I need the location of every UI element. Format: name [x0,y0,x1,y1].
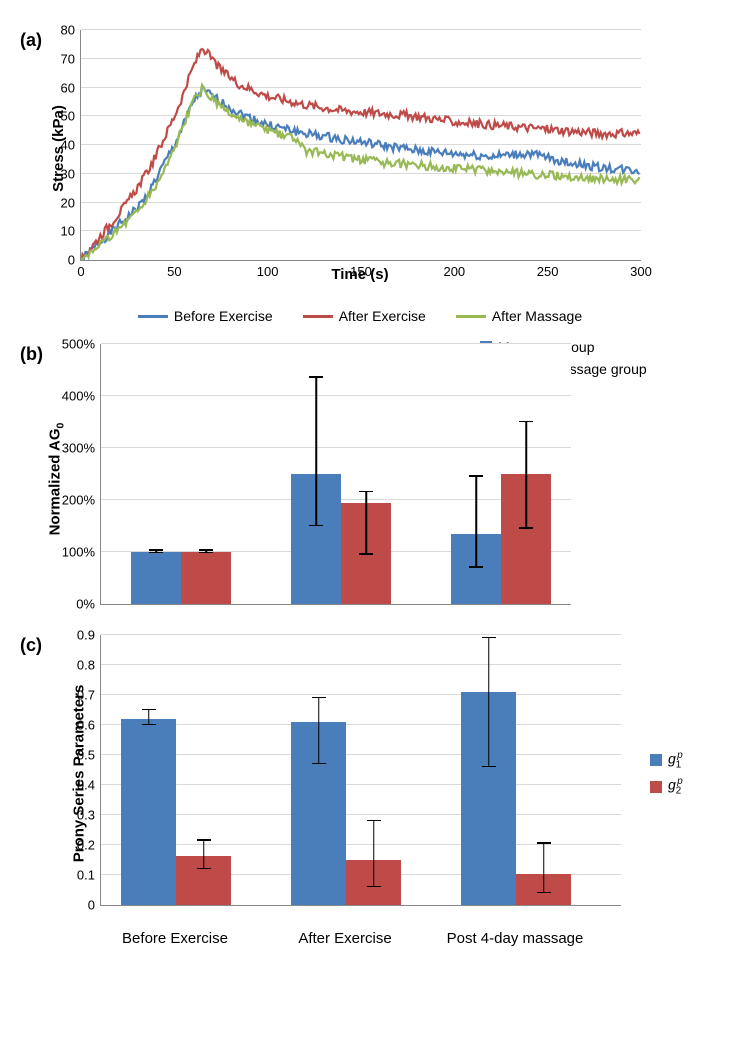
chart-b-plot: 0%100%200%300%400%500% [100,344,571,605]
legend-item: After Massage [456,308,582,324]
bar [121,719,176,905]
panel-a: (a) Stress (kPa) 01020304050607080050100… [20,30,724,324]
bar [461,692,516,905]
panel-c-label: (c) [20,635,42,656]
legend-item: After Exercise [303,308,426,324]
panel-c: (c) Prony Series Parameters 00.10.20.30.… [20,635,724,926]
bar [291,722,346,905]
legend-item: g1p [650,750,683,770]
bar [181,552,231,604]
panel-b: (b) Normalized AG0 Massage groupPseudo-m… [20,344,724,605]
bar [516,874,571,906]
chart-c-ylabel: Prony Series Parameters [70,685,87,863]
bar [131,552,181,604]
panel-a-label: (a) [20,30,42,51]
chart-c-legend: g1pg2p [650,750,683,803]
chart-c-area: Prony Series Parameters 00.10.20.30.40.5… [100,635,724,926]
bar [291,474,341,604]
panel-b-label: (b) [20,344,43,365]
chart-a-plot: 01020304050607080050100150200250300 [80,30,641,261]
bar [501,474,551,604]
legend-item: Before Exercise [138,308,273,324]
bar [341,503,391,604]
chart-c-xlabels: Before ExerciseAfter ExercisePost 4-day … [100,906,620,926]
chart-b-area: Normalized AG0 Massage groupPseudo-massa… [100,344,724,605]
bar [451,534,501,604]
legend-item: g2p [650,776,683,796]
chart-a-legend: Before Exercise After Exercise After Massa… [80,308,640,324]
bar [346,860,401,905]
chart-c-plot: 00.10.20.30.40.50.60.70.80.9 [100,635,621,906]
chart-a-area: Stress (kPa) 010203040506070800501001502… [80,30,724,324]
bar [176,856,231,906]
